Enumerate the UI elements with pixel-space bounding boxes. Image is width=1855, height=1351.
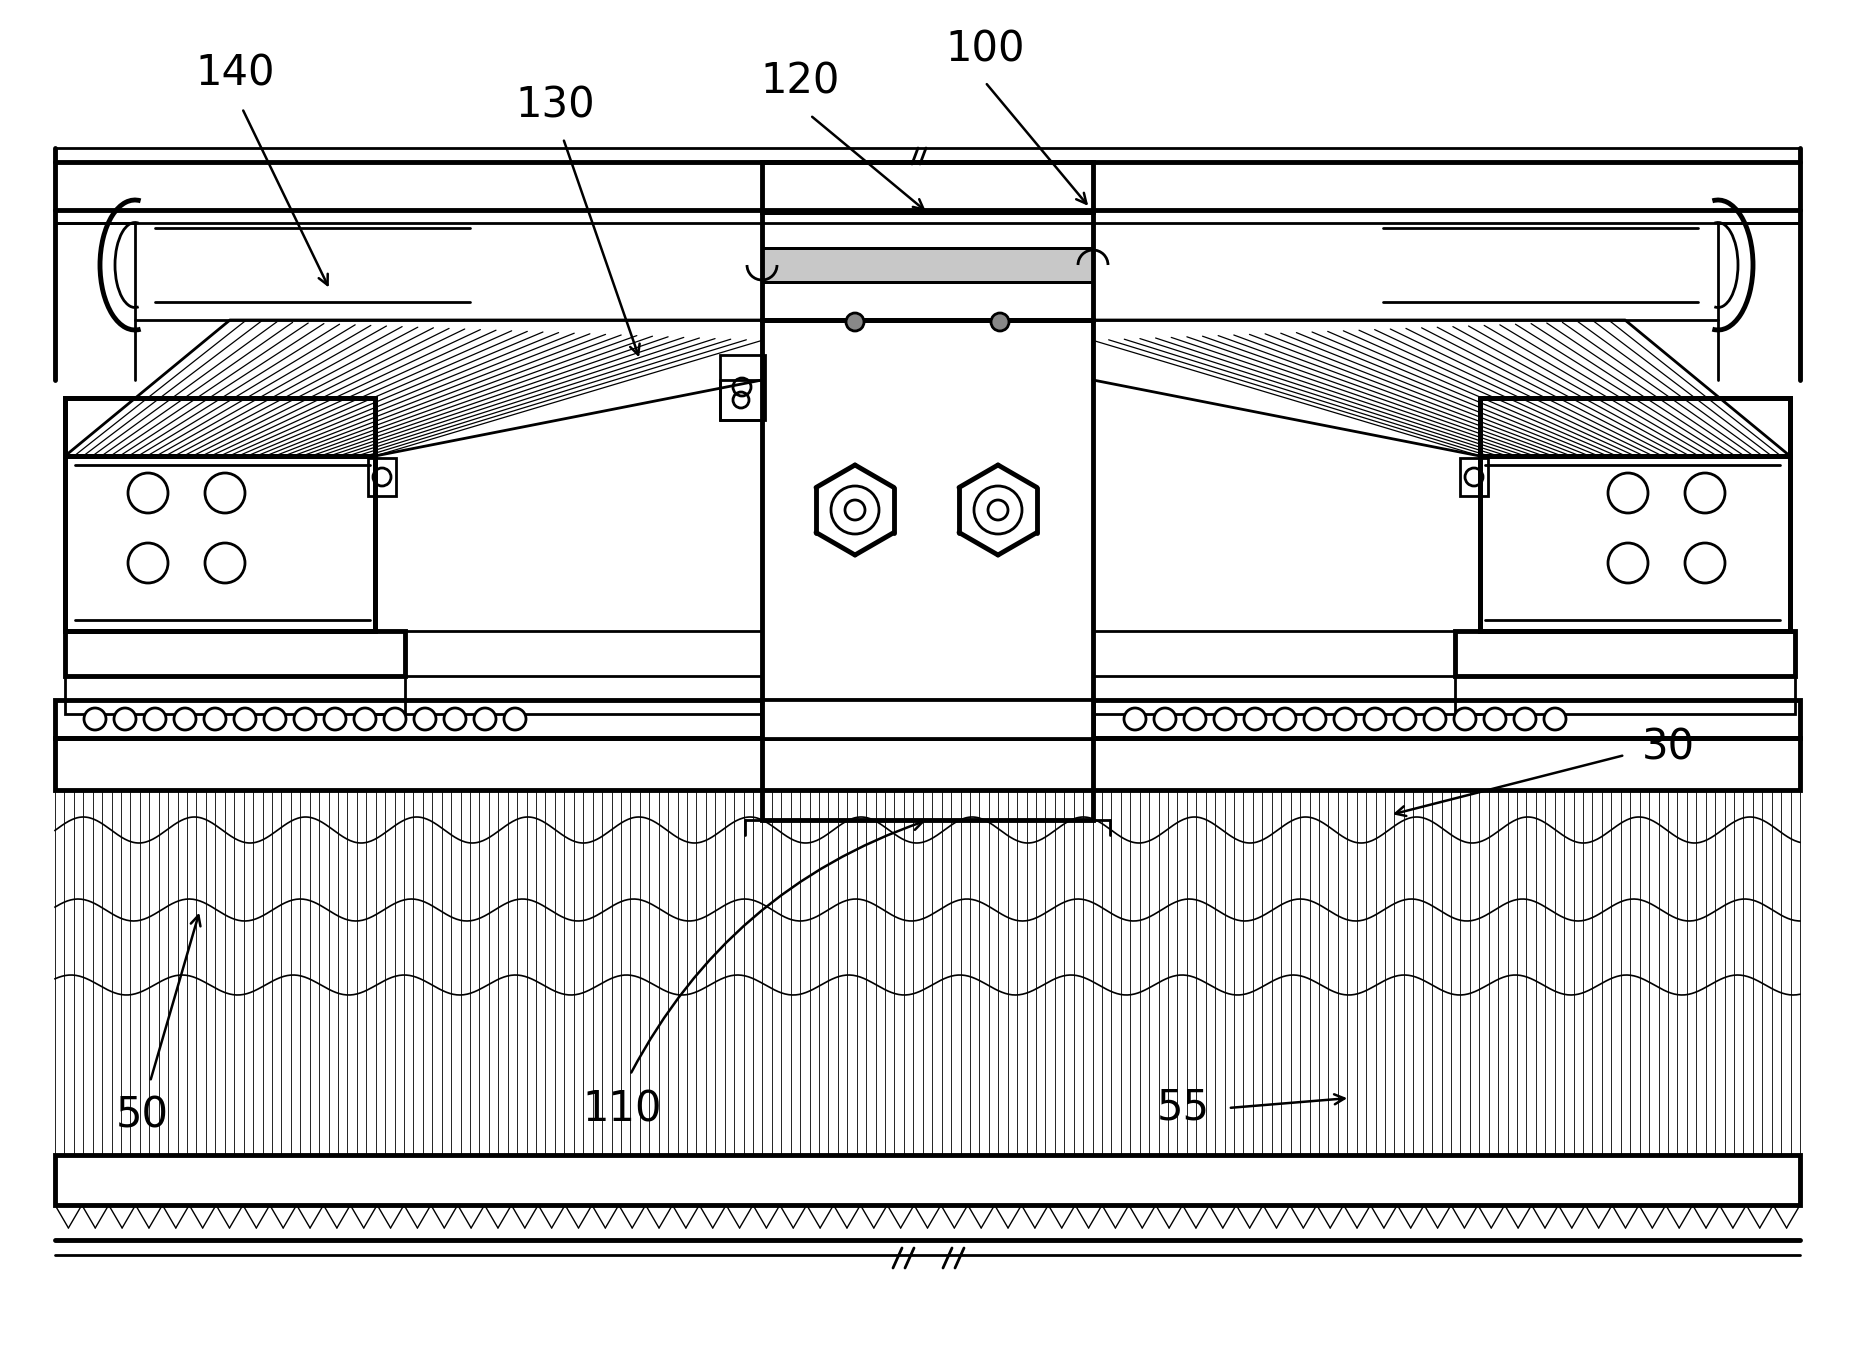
Bar <box>65 457 375 631</box>
Bar <box>65 457 375 631</box>
Circle shape <box>1684 543 1725 584</box>
Circle shape <box>293 708 315 730</box>
Bar <box>762 212 1093 320</box>
Circle shape <box>83 708 106 730</box>
Circle shape <box>1304 708 1326 730</box>
Circle shape <box>1334 708 1356 730</box>
Circle shape <box>1245 708 1265 730</box>
Text: 120: 120 <box>761 61 840 103</box>
Bar <box>1454 631 1796 676</box>
Circle shape <box>128 473 169 513</box>
Circle shape <box>1454 708 1477 730</box>
Circle shape <box>234 708 256 730</box>
Bar <box>762 212 1093 320</box>
Circle shape <box>846 500 864 520</box>
Circle shape <box>1684 473 1725 513</box>
Circle shape <box>1154 708 1176 730</box>
Bar <box>65 631 404 676</box>
Bar <box>65 457 375 631</box>
Circle shape <box>204 708 226 730</box>
Circle shape <box>384 708 406 730</box>
Text: 30: 30 <box>1642 727 1695 769</box>
Circle shape <box>128 543 169 584</box>
Circle shape <box>414 708 436 730</box>
Circle shape <box>263 708 286 730</box>
Bar <box>1460 458 1488 496</box>
Circle shape <box>1425 708 1447 730</box>
Circle shape <box>846 313 864 331</box>
Bar <box>1480 399 1790 457</box>
Circle shape <box>145 708 165 730</box>
Bar <box>1480 457 1790 631</box>
Circle shape <box>1484 708 1506 730</box>
Circle shape <box>206 543 245 584</box>
Circle shape <box>1183 708 1206 730</box>
Bar <box>762 162 1093 212</box>
Circle shape <box>206 473 245 513</box>
Text: 50: 50 <box>115 1096 169 1138</box>
Circle shape <box>1124 708 1146 730</box>
Circle shape <box>1608 473 1647 513</box>
Circle shape <box>1393 708 1415 730</box>
Circle shape <box>443 708 466 730</box>
Bar <box>762 249 1093 282</box>
Circle shape <box>1213 708 1235 730</box>
Bar <box>56 738 1799 790</box>
Circle shape <box>1608 543 1647 584</box>
Circle shape <box>325 708 347 730</box>
Bar <box>1480 399 1790 457</box>
Bar <box>762 700 1093 738</box>
Bar <box>1480 457 1790 631</box>
Text: 140: 140 <box>195 53 275 95</box>
Circle shape <box>991 313 1009 331</box>
Text: 55: 55 <box>1158 1088 1209 1129</box>
Text: 110: 110 <box>582 1088 662 1129</box>
Bar <box>720 355 764 420</box>
Bar <box>1454 676 1796 713</box>
Circle shape <box>1514 708 1536 730</box>
Circle shape <box>354 708 377 730</box>
Bar <box>65 399 375 457</box>
Circle shape <box>113 708 135 730</box>
Bar <box>1480 457 1790 631</box>
Bar <box>65 399 375 457</box>
Bar <box>65 676 404 713</box>
Circle shape <box>505 708 527 730</box>
Bar <box>1480 399 1790 457</box>
Bar <box>65 399 375 457</box>
Bar <box>367 458 395 496</box>
Circle shape <box>1543 708 1566 730</box>
Text: 100: 100 <box>946 28 1024 70</box>
Circle shape <box>1274 708 1297 730</box>
Bar <box>762 320 1093 820</box>
Circle shape <box>174 708 197 730</box>
Text: 130: 130 <box>516 84 595 126</box>
Bar <box>56 1155 1799 1205</box>
Circle shape <box>1363 708 1386 730</box>
Circle shape <box>989 500 1007 520</box>
Bar <box>56 700 1799 738</box>
Circle shape <box>475 708 495 730</box>
